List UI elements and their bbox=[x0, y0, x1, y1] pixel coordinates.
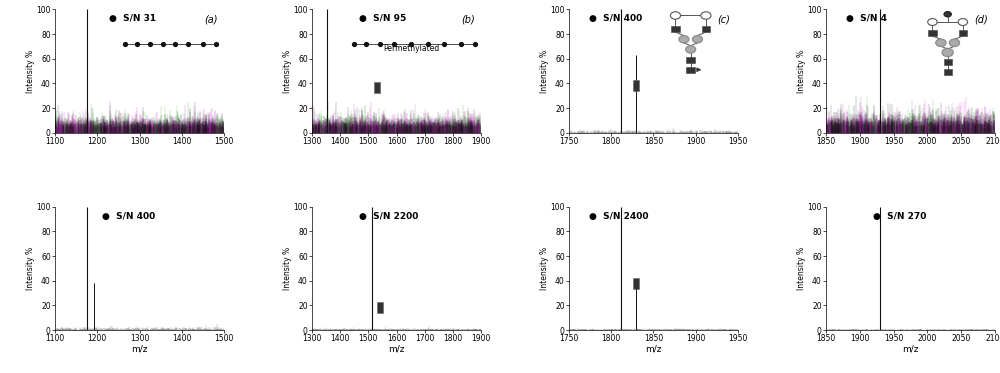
X-axis label: m/z: m/z bbox=[388, 345, 405, 354]
Text: Permethylated: Permethylated bbox=[383, 44, 439, 53]
Circle shape bbox=[936, 39, 946, 47]
Circle shape bbox=[958, 19, 968, 25]
Circle shape bbox=[679, 35, 689, 43]
Y-axis label: Intensity %: Intensity % bbox=[540, 50, 549, 93]
Circle shape bbox=[944, 12, 951, 17]
Bar bbox=[633, 278, 639, 289]
Text: ●  S/N 270: ● S/N 270 bbox=[873, 211, 927, 221]
Text: ●  S/N 31: ● S/N 31 bbox=[109, 14, 156, 23]
Y-axis label: Intensity %: Intensity % bbox=[540, 247, 549, 290]
Bar bbox=[633, 80, 639, 91]
X-axis label: m/z: m/z bbox=[645, 345, 662, 354]
Bar bbox=[374, 81, 380, 93]
Text: (b): (b) bbox=[461, 14, 475, 24]
Bar bbox=[944, 59, 952, 65]
Circle shape bbox=[670, 12, 681, 19]
Circle shape bbox=[942, 48, 953, 57]
Y-axis label: Intensity %: Intensity % bbox=[26, 50, 35, 93]
Bar bbox=[944, 69, 952, 75]
Y-axis label: Intensity %: Intensity % bbox=[26, 247, 35, 290]
Text: (d): (d) bbox=[975, 14, 988, 24]
Text: ●  S/N 95: ● S/N 95 bbox=[359, 14, 407, 23]
Text: (a): (a) bbox=[204, 14, 217, 24]
Bar bbox=[686, 57, 695, 63]
Text: ●  S/N 400: ● S/N 400 bbox=[102, 211, 156, 221]
Y-axis label: Intensity %: Intensity % bbox=[283, 50, 292, 93]
Text: ●  S/N 4: ● S/N 4 bbox=[846, 14, 887, 23]
Text: (c): (c) bbox=[718, 14, 731, 24]
Y-axis label: Intensity %: Intensity % bbox=[797, 50, 806, 93]
Bar bbox=[928, 30, 937, 36]
Bar bbox=[959, 30, 967, 36]
Circle shape bbox=[686, 46, 696, 53]
Bar bbox=[671, 26, 680, 32]
Y-axis label: Intensity %: Intensity % bbox=[797, 247, 806, 290]
Bar bbox=[702, 26, 710, 32]
X-axis label: m/z: m/z bbox=[902, 345, 919, 354]
Text: ●  S/N 400: ● S/N 400 bbox=[589, 14, 642, 23]
Bar bbox=[686, 67, 695, 73]
Circle shape bbox=[692, 35, 703, 43]
Y-axis label: Intensity %: Intensity % bbox=[283, 247, 292, 290]
Text: ●  S/N 2400: ● S/N 2400 bbox=[589, 211, 649, 221]
Circle shape bbox=[949, 39, 960, 47]
X-axis label: m/z: m/z bbox=[131, 345, 148, 354]
Bar bbox=[377, 303, 383, 313]
Text: ●  S/N 2200: ● S/N 2200 bbox=[359, 211, 419, 221]
Circle shape bbox=[928, 19, 937, 25]
Circle shape bbox=[701, 12, 711, 19]
